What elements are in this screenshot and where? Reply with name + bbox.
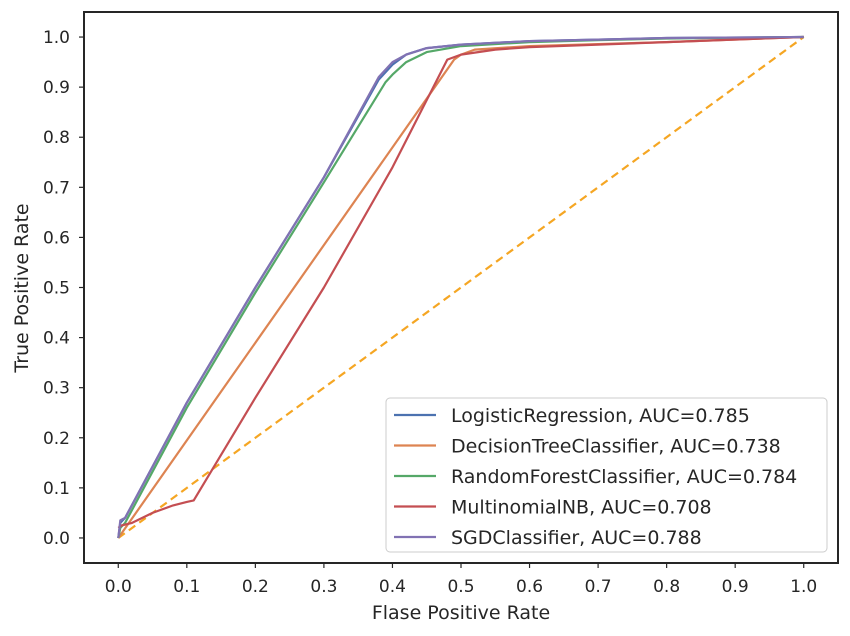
y-tick-labels: 0.0 0.1 0.2 0.3 0.4 0.5 0.6 0.7 0.8 0.9 1.0 bbox=[43, 28, 84, 549]
y-axis-label: True Positive Rate bbox=[11, 203, 33, 373]
plot-frame bbox=[83, 11, 839, 564]
legend-label: DecisionTreeClassifier, AUC=0.738 bbox=[451, 436, 781, 458]
y-tick-label: 0.2 bbox=[43, 429, 70, 449]
x-tick-label: 0.6 bbox=[516, 577, 543, 597]
y-tick-label: 0.8 bbox=[43, 128, 70, 148]
y-tick-label: 0.4 bbox=[43, 329, 70, 349]
x-tick-label: 0.8 bbox=[653, 577, 680, 597]
y-tick-label: 1.0 bbox=[43, 28, 70, 48]
legend-label: SGDClassifier, AUC=0.788 bbox=[451, 527, 702, 549]
series-layer bbox=[117, 35, 805, 539]
x-axis-label: Flase Positive Rate bbox=[372, 602, 550, 624]
x-tick-label: 0.1 bbox=[173, 577, 200, 597]
x-tick-labels: 0.0 0.1 0.2 0.3 0.4 0.5 0.6 0.7 0.8 0.9 1.0 bbox=[105, 563, 817, 597]
legend: LogisticRegression, AUC=0.785 DecisionTre… bbox=[385, 397, 828, 553]
x-tick-label: 0.9 bbox=[722, 577, 749, 597]
chance-diagonal-line bbox=[117, 36, 805, 539]
legend-box bbox=[385, 397, 828, 553]
x-tick-label: 0.5 bbox=[447, 577, 474, 597]
y-tick-label: 0.9 bbox=[43, 78, 70, 98]
legend-entries: LogisticRegression, AUC=0.785 DecisionTre… bbox=[394, 405, 797, 549]
series-line-multinomialnb bbox=[117, 35, 804, 529]
y-tick-label: 0.3 bbox=[43, 379, 70, 399]
series-line-sgdclassifier bbox=[117, 35, 804, 539]
y-tick-label: 0.0 bbox=[43, 529, 70, 549]
y-tick-label: 0.1 bbox=[43, 479, 70, 499]
x-tick-label: 1.0 bbox=[790, 577, 817, 597]
legend-label: LogisticRegression, AUC=0.785 bbox=[451, 405, 750, 427]
y-tick-label: 0.6 bbox=[43, 228, 70, 248]
legend-label: MultinomialNB, AUC=0.708 bbox=[451, 497, 712, 519]
x-tick-label: 0.7 bbox=[585, 577, 612, 597]
x-tick-label: 0.0 bbox=[105, 577, 132, 597]
x-tick-label: 0.3 bbox=[310, 577, 337, 597]
y-tick-label: 0.7 bbox=[43, 178, 70, 198]
legend-label: RandomForestClassifier, AUC=0.784 bbox=[451, 466, 797, 488]
x-tick-label: 0.2 bbox=[242, 577, 269, 597]
x-tick-label: 0.4 bbox=[379, 577, 406, 597]
y-tick-label: 0.5 bbox=[43, 279, 70, 299]
